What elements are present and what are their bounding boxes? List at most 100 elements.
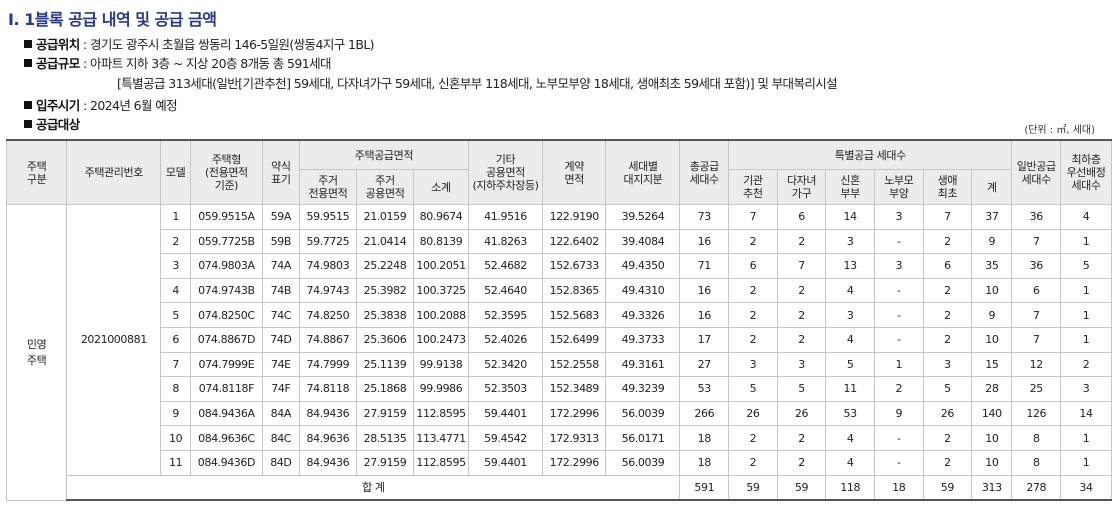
total-value-cell: 59	[728, 474, 778, 502]
col-subtotal: 소계	[413, 169, 470, 205]
multi-child-cell: 6	[776, 204, 827, 230]
elderly-cell: 1	[873, 351, 924, 378]
abbr-cell: 74D	[261, 326, 300, 353]
other-common-area-cell: 41.9516	[468, 204, 544, 230]
model-cell: 5	[160, 302, 191, 328]
house-type-cell: 059.9515A	[189, 204, 263, 230]
exclusive-area-cell: 74.9743	[298, 277, 357, 304]
general-units-cell: 126	[1011, 400, 1062, 427]
contract-area-cell: 152.6733	[542, 253, 607, 279]
total-units-cell: 73	[679, 204, 730, 230]
total-value-cell: 59	[776, 474, 827, 502]
info-value: : 아파트 지하 3층 ~ 지상 20층 8개동 총 591세대	[79, 56, 332, 71]
general-units-cell: 7	[1011, 326, 1062, 353]
newlywed-cell: 14	[825, 204, 875, 230]
lowest-floor-units-cell: 5	[1060, 253, 1112, 279]
first-time-cell: 26	[922, 400, 973, 427]
elderly-cell: -	[873, 449, 924, 476]
common-area-cell: 25.3606	[355, 326, 415, 353]
total-value-cell: 34	[1060, 474, 1112, 502]
general-units-cell: 6	[1011, 277, 1062, 304]
total-value-cell: 313	[971, 474, 1013, 502]
col-elderly: 노부모 부양	[873, 169, 924, 205]
multi-child-cell: 2	[776, 302, 827, 328]
first-time-cell: 2	[922, 277, 973, 304]
total-units-cell: 18	[679, 449, 730, 476]
multi-child-cell: 2	[776, 277, 827, 304]
land-share-cell: 56.0039	[605, 449, 681, 476]
institution-cell: 3	[728, 351, 778, 378]
general-units-cell: 7	[1011, 228, 1062, 255]
total-units-cell: 53	[679, 376, 730, 402]
elderly-cell: -	[873, 425, 924, 451]
other-common-area-cell: 41.8263	[468, 228, 544, 255]
elderly-cell: -	[873, 326, 924, 353]
subtotal-area-cell: 99.9138	[413, 351, 470, 378]
col-general: 일반공급 세대수	[1011, 139, 1062, 205]
general-units-cell: 36	[1011, 253, 1062, 279]
total-units-cell: 266	[679, 400, 730, 427]
table-row: 7 074.7999E 74E 74.7999 25.1139 99.9138 52.342…	[7, 351, 1112, 378]
col-mgmt-no: 주택관리번호	[66, 139, 162, 205]
model-cell: 6	[160, 326, 191, 353]
other-common-area-cell: 59.4401	[468, 449, 544, 476]
square-bullet-icon	[24, 40, 32, 48]
land-share-cell: 49.3161	[605, 351, 681, 378]
special-sum-cell: 9	[971, 228, 1013, 255]
special-sum-cell: 10	[971, 326, 1013, 353]
col-special-sum: 계	[971, 169, 1013, 205]
lowest-floor-units-cell: 1	[1060, 425, 1112, 451]
col-supply-area: 주택공급면적	[298, 139, 470, 170]
special-sum-cell: 15	[971, 351, 1013, 378]
first-time-cell: 3	[922, 351, 973, 378]
subtotal-area-cell: 99.9986	[413, 376, 470, 402]
house-type-cell: 074.9743B	[189, 277, 263, 304]
exclusive-area-cell: 74.8118	[298, 376, 357, 402]
contract-area-cell: 122.6402	[542, 228, 607, 255]
subtotal-area-cell: 112.8595	[413, 400, 470, 427]
section-title: I. 1블록 공급 내역 및 공급 금액	[8, 10, 217, 29]
col-land-share: 세대별 대지지분	[605, 139, 681, 205]
table-row: 9 084.9436A 84A 84.9436 27.9159 112.8595 59.44…	[7, 400, 1112, 427]
total-units-cell: 27	[679, 351, 730, 378]
common-area-cell: 27.9159	[355, 449, 415, 476]
info-value: [특별공급 313세대(일반[기관추천] 59세대, 다자녀가구 59세대, 신…	[117, 76, 838, 91]
info-value: : 경기도 광주시 초월읍 쌍동리 146-5일원(쌍동4지구 1BL)	[79, 37, 375, 52]
general-units-cell: 36	[1011, 204, 1062, 230]
other-common-area-cell: 59.4542	[468, 425, 544, 451]
total-value-cell: 18	[873, 474, 924, 502]
elderly-cell: -	[873, 228, 924, 255]
common-area-cell: 25.1139	[355, 351, 415, 378]
info-target: 공급대상	[24, 114, 80, 133]
abbr-cell: 74F	[261, 376, 300, 402]
info-label: 공급위치	[36, 37, 80, 52]
house-type-cell: 084.9436A	[189, 400, 263, 427]
institution-cell: 5	[728, 376, 778, 402]
house-type-cell: 084.9436D	[189, 449, 263, 476]
exclusive-area-cell: 84.9436	[298, 449, 357, 476]
info-value: : 2024년 6월 예정	[79, 98, 178, 113]
exclusive-area-cell: 74.7999	[298, 351, 357, 378]
lowest-floor-units-cell: 4	[1060, 204, 1112, 230]
common-area-cell: 28.5135	[355, 425, 415, 451]
model-cell: 11	[160, 449, 191, 476]
special-sum-cell: 35	[971, 253, 1013, 279]
general-units-cell: 7	[1011, 302, 1062, 328]
special-sum-cell: 10	[971, 449, 1013, 476]
table-row: 3 074.9803A 74A 74.9803 25.2248 100.2051 52.46…	[7, 253, 1112, 279]
abbr-cell: 74B	[261, 277, 300, 304]
contract-area-cell: 172.2996	[542, 449, 607, 476]
other-common-area-cell: 52.4640	[468, 277, 544, 304]
lowest-floor-units-cell: 3	[1060, 376, 1112, 402]
contract-area-cell: 152.2558	[542, 351, 607, 378]
table-body: 민영 주택 2021000881 1 059.9515A 59A 59.9515 21.…	[5, 204, 1112, 502]
first-time-cell: 6	[922, 253, 973, 279]
table-row: 8 074.8118F 74F 74.8118 25.1868 99.9986 52.350…	[7, 376, 1112, 402]
newlywed-cell: 4	[825, 326, 875, 353]
first-time-cell: 2	[922, 228, 973, 255]
general-units-cell: 8	[1011, 449, 1062, 476]
info-scale-detail: [특별공급 313세대(일반[기관추천] 59세대, 다자녀가구 59세대, 신…	[117, 73, 838, 92]
special-sum-cell: 9	[971, 302, 1013, 328]
info-location: 공급위치 : 경기도 광주시 초월읍 쌍동리 146-5일원(쌍동4지구 1BL…	[24, 34, 375, 53]
other-common-area-cell: 52.3503	[468, 376, 544, 402]
